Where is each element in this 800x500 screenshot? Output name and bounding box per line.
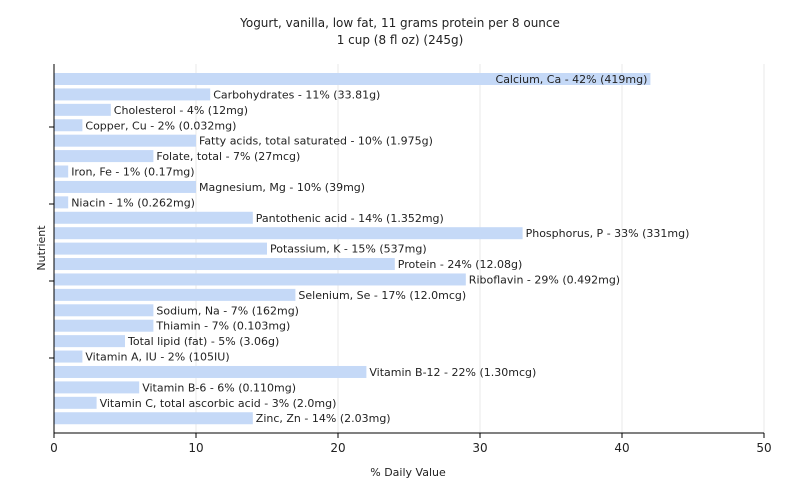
bar-label: Thiamin - 7% (0.103mg) (155, 320, 290, 333)
bar-label: Vitamin C, total ascorbic acid - 3% (2.0… (100, 397, 337, 410)
bar-label: Riboflavin - 29% (0.492mg) (469, 273, 620, 286)
x-tick-label: 20 (330, 441, 345, 455)
bar-label: Sodium, Na - 7% (162mg) (156, 304, 299, 317)
bar (54, 242, 267, 255)
chart-title: Yogurt, vanilla, low fat, 11 grams prote… (239, 16, 560, 30)
bar-label: Copper, Cu - 2% (0.032mg) (85, 119, 236, 132)
bar (54, 319, 154, 332)
bar-label: Zinc, Zn - 14% (2.03mg) (256, 412, 391, 425)
bar-label: Phosphorus, P - 33% (331mg) (526, 227, 690, 240)
bar (54, 396, 97, 409)
x-tick-label: 40 (614, 441, 629, 455)
bar (54, 150, 154, 163)
bar (54, 180, 196, 193)
y-axis-label: Nutrient (35, 225, 48, 271)
x-tick-label: 0 (50, 441, 58, 455)
bar (54, 119, 83, 132)
axes: 0 10 20 30 40 50 (49, 64, 772, 455)
bar (54, 211, 253, 224)
bars (54, 73, 651, 425)
bar-labels: Calcium, Ca - 42% (419mg) Carbohydrates -… (71, 73, 689, 425)
bar (54, 258, 395, 271)
bar (54, 365, 367, 378)
bar (54, 73, 651, 85)
bar (54, 165, 69, 178)
x-tick-label: 10 (188, 441, 203, 455)
x-tick-label: 50 (756, 441, 771, 455)
bar-label: Pantothenic acid - 14% (1.352mg) (256, 212, 444, 225)
bar (54, 304, 154, 317)
bar (54, 288, 296, 301)
bar (54, 227, 523, 240)
bar (54, 273, 466, 286)
bar-label: Folate, total - 7% (27mcg) (156, 150, 300, 163)
bar-label: Potassium, K - 15% (537mg) (270, 243, 427, 256)
chart-subtitle: 1 cup (8 fl oz) (245g) (337, 33, 464, 47)
bar (54, 103, 111, 116)
bar-label: Carbohydrates - 11% (33.81g) (213, 88, 380, 101)
bar-label: Vitamin A, IU - 2% (105IU) (85, 351, 229, 364)
bar (54, 196, 69, 209)
bar (54, 88, 211, 101)
bar-label: Magnesium, Mg - 10% (39mg) (199, 181, 365, 194)
bar-label: Vitamin B-12 - 22% (1.30mcg) (369, 366, 536, 379)
bar (54, 381, 140, 394)
x-tick-label: 30 (472, 441, 487, 455)
bar-label: Vitamin B-6 - 6% (0.110mg) (142, 381, 296, 394)
bar (54, 134, 196, 147)
bar-label: Total lipid (fat) - 5% (3.06g) (127, 335, 279, 348)
bar-label: Iron, Fe - 1% (0.17mg) (71, 166, 194, 179)
x-axis-label: % Daily Value (370, 466, 446, 479)
bar (54, 350, 83, 363)
bar-label: Selenium, Se - 17% (12.0mcg) (298, 289, 466, 302)
bar-label: Cholesterol - 4% (12mg) (114, 104, 248, 117)
bar-label: Calcium, Ca - 42% (419mg) (496, 73, 648, 86)
bar-label: Niacin - 1% (0.262mg) (71, 196, 195, 209)
bar (54, 335, 125, 348)
bar-label: Fatty acids, total saturated - 10% (1.97… (199, 135, 433, 148)
bar (54, 412, 253, 425)
bar-label: Protein - 24% (12.08g) (398, 258, 523, 271)
